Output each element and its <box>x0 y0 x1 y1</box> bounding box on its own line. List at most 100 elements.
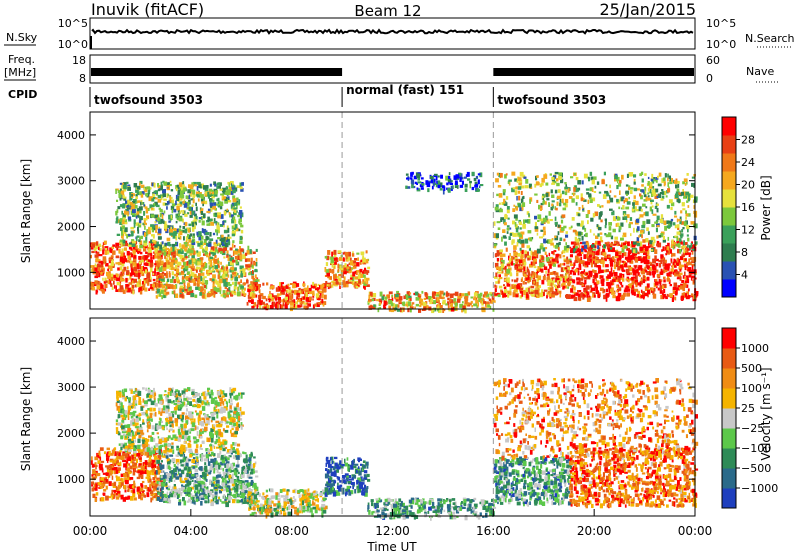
range-gate-cell-4 <box>429 302 433 305</box>
range-gate-cell-0 <box>94 497 97 502</box>
range-gate-cell-7 <box>126 203 130 207</box>
range-gate-cell-0 <box>119 266 123 271</box>
range-gate-cell-8 <box>513 214 518 219</box>
range-gate-cell-6 <box>585 250 588 253</box>
range-gate-cell-6 <box>684 293 688 298</box>
range-gate-cell-0 <box>149 262 153 268</box>
range-gate-cell-2 <box>312 304 315 309</box>
range-gate-cell-6 <box>591 252 595 256</box>
range-gate-cell-1 <box>242 282 247 285</box>
range-gate-cell-6 <box>575 292 579 296</box>
range-gate-cell-5 <box>554 284 556 288</box>
range-gate-cell-7 <box>140 184 145 188</box>
range-gate-cell-8 <box>642 203 646 207</box>
range-gate-cell-6 <box>632 286 635 291</box>
range-gate-cell-3 <box>346 266 350 270</box>
range-gate-cell-7 <box>209 238 214 241</box>
range-gate-cell-6 <box>661 270 664 275</box>
range-gate-cell-7 <box>115 189 117 194</box>
range-gate-cell-7 <box>162 202 166 206</box>
range-gate-cell-8 <box>690 242 693 248</box>
range-gate-cell-7 <box>160 185 163 191</box>
range-gate-cell-0 <box>132 249 136 254</box>
range-gate-cell-0 <box>94 475 98 479</box>
range-gate-cell-6 <box>591 256 596 261</box>
range-gate-cell-7 <box>232 202 236 208</box>
range-gate-cell-7 <box>206 210 211 213</box>
range-gate-cell-8 <box>593 176 597 180</box>
range-gate-cell-7 <box>217 237 221 240</box>
range-gate-cell-6 <box>627 241 630 247</box>
range-gate-cell-0 <box>153 459 158 465</box>
range-gate-cell-6 <box>641 270 646 275</box>
range-gate-cell-6 <box>611 248 614 252</box>
range-gate-cell-7 <box>146 215 150 220</box>
range-gate-cell-1 <box>256 283 259 288</box>
range-gate-cell-4 <box>490 293 493 297</box>
range-gate-cell-5 <box>563 262 566 266</box>
range-gate-cell-8 <box>638 235 640 238</box>
range-gate-cell-8 <box>599 205 602 209</box>
range-gate-cell-7 <box>223 229 228 234</box>
range-gate-cell-4 <box>391 297 394 302</box>
range-gate-cell-6 <box>655 262 659 267</box>
range-gate-cell-6 <box>577 290 580 293</box>
range-gate-cell-3 <box>346 269 350 274</box>
range-gate-cell-7 <box>227 227 230 233</box>
range-gate-cell-8 <box>687 228 689 233</box>
range-gate-cell-7 <box>160 181 163 186</box>
range-gate-cell-1 <box>184 289 187 294</box>
range-gate-cell-6 <box>615 251 619 256</box>
range-gate-cell-6 <box>629 283 633 289</box>
range-gate-cell-5 <box>567 286 569 289</box>
range-gate-cell-5 <box>546 273 550 277</box>
range-gate-cell-4 <box>395 293 399 298</box>
range-gate-cell-6 <box>592 275 596 279</box>
range-gate-cell-0 <box>140 259 144 263</box>
range-gate-cell-7 <box>121 230 123 236</box>
range-gate-cell-5 <box>537 285 541 288</box>
range-gate-cell-8 <box>597 204 600 207</box>
range-gate-cell-2 <box>254 283 257 287</box>
range-gate-cell-0 <box>110 255 114 259</box>
range-gate-cell-6 <box>623 242 627 246</box>
range-gate-cell-1 <box>200 281 205 285</box>
range-gate-cell-0 <box>105 280 108 283</box>
range-gate-cell-0 <box>93 483 96 489</box>
range-gate-cell-8 <box>511 171 516 176</box>
range-gate-cell-7 <box>195 202 197 206</box>
range-gate-cell-3 <box>354 276 359 280</box>
range-gate-cell-8 <box>565 190 568 193</box>
range-gate-cell-0 <box>122 252 125 257</box>
range-gate-cell-8 <box>581 248 584 252</box>
range-gate-cell-9 <box>417 177 420 181</box>
range-gate-cell-1 <box>226 250 229 254</box>
range-gate-cell-7 <box>127 216 132 220</box>
range-gate-cell-1 <box>175 265 178 268</box>
range-gate-cell-7 <box>190 198 194 201</box>
range-gate-cell-0 <box>95 290 99 293</box>
range-gate-cell-7 <box>198 237 202 241</box>
range-gate-cell-7 <box>121 190 125 194</box>
range-gate-cell-8 <box>624 216 628 220</box>
range-gate-cell-6 <box>613 272 618 277</box>
range-gate-cell-8 <box>531 237 534 240</box>
range-gate-cell-1 <box>172 251 176 255</box>
range-gate-cell-3 <box>359 260 362 265</box>
range-gate-cell-3 <box>335 280 339 285</box>
range-gate-cell-4 <box>470 300 473 304</box>
range-gate-cell-7 <box>187 189 192 194</box>
range-gate-cell-6 <box>584 272 588 275</box>
range-gate-cell-8 <box>608 226 612 231</box>
range-gate-cell-7 <box>185 236 189 241</box>
range-gate-cell-7 <box>184 213 188 217</box>
range-gate-cell-5 <box>525 287 529 293</box>
range-gate-cell-8 <box>655 227 658 233</box>
range-gate-cell-8 <box>656 225 660 228</box>
range-gate-cell-6 <box>649 262 653 267</box>
range-gate-cell-0 <box>139 287 142 291</box>
range-gate-cell-7 <box>211 191 215 195</box>
range-gate-cell-1 <box>213 279 218 284</box>
range-gate-cell-5 <box>500 263 505 268</box>
